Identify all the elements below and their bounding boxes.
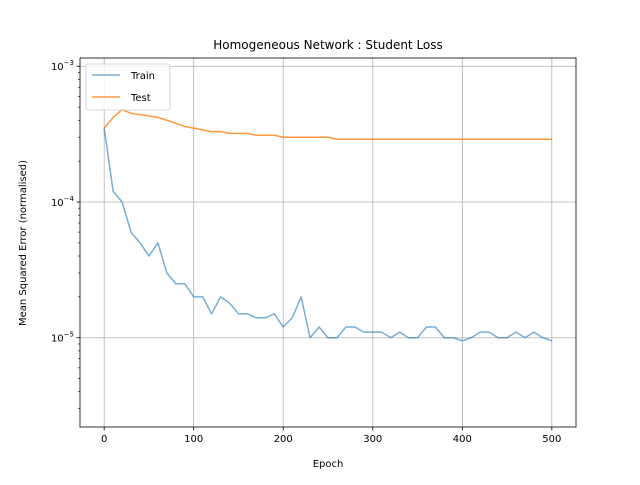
x-axis-label: Epoch — [313, 459, 344, 470]
series-line-test — [103, 108, 552, 140]
plot-frame — [79, 57, 577, 428]
x-tick-label: 100 — [184, 434, 203, 445]
legend-train-label: Train — [130, 71, 155, 82]
y-tick-label: 10−5 — [51, 331, 74, 345]
y-tick-label: 10−3 — [51, 59, 74, 73]
series-line-train — [103, 128, 553, 342]
x-tick-label: 400 — [453, 434, 472, 445]
x-tick-label: 200 — [274, 434, 293, 445]
legend: Train Test — [85, 63, 171, 111]
ticks: 0 100 200 300 400 500 10−5 10−4 10−3 — [51, 59, 561, 445]
x-tick-label: 300 — [363, 434, 382, 445]
series-group — [103, 108, 553, 342]
y-tick-label: 10−4 — [51, 195, 75, 209]
legend-box — [85, 63, 171, 111]
x-tick-label: 500 — [542, 434, 561, 445]
legend-test-label: Test — [130, 93, 151, 104]
y-axis-label: Mean Squared Error (normalised) — [18, 160, 29, 326]
chart-title: Homogeneous Network : Student Loss — [213, 38, 443, 52]
x-tick-label: 0 — [101, 434, 107, 445]
